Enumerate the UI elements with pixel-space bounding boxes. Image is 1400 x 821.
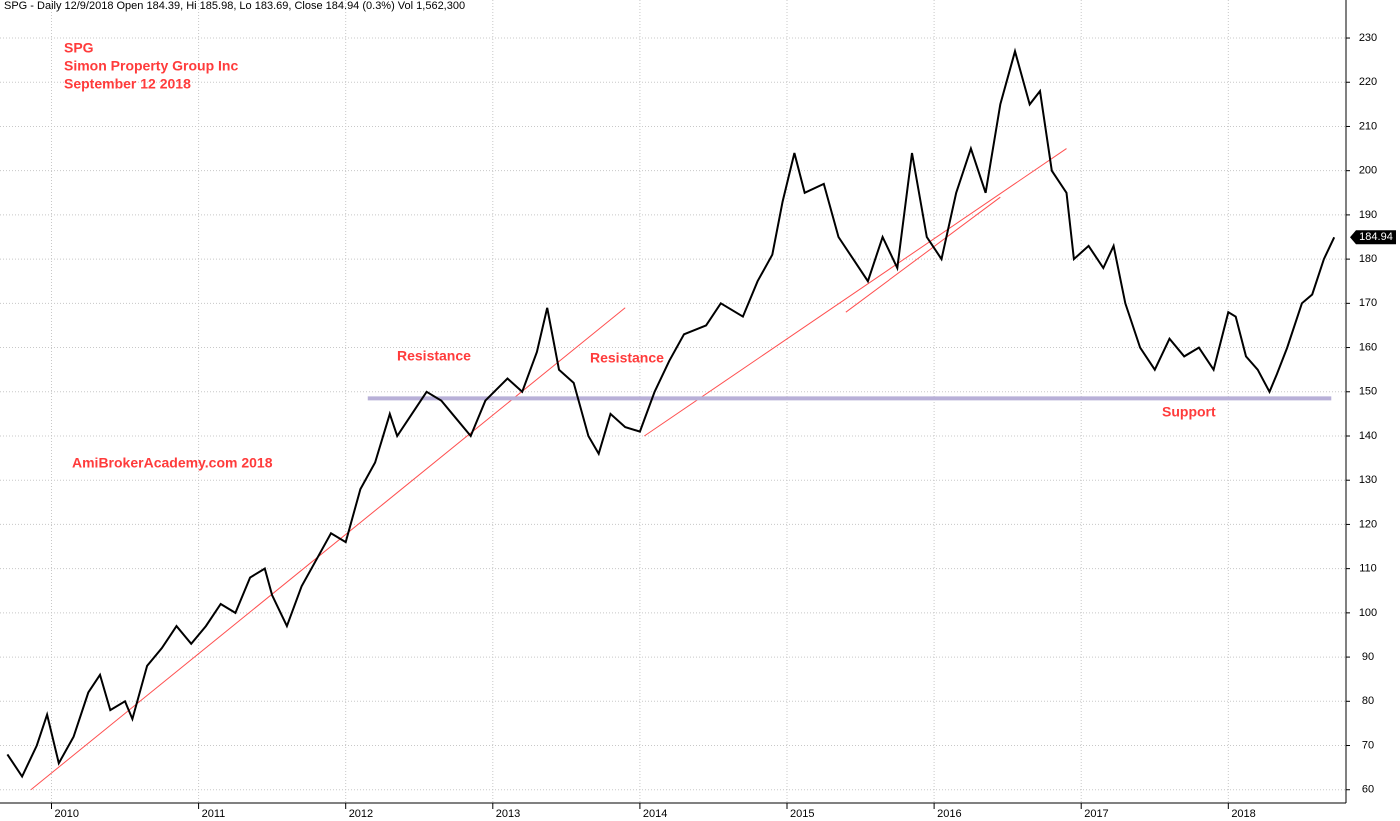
x-tick-label: 2011 xyxy=(202,808,226,820)
y-tick-label: 150 xyxy=(1359,386,1377,398)
trend-line xyxy=(30,307,626,791)
y-tick-label: 100 xyxy=(1359,607,1377,619)
y-tick-label: 110 xyxy=(1359,563,1377,575)
title-line: Simon Property Group Inc xyxy=(64,58,238,74)
annotation: Support xyxy=(1162,404,1216,420)
y-tick-label: 190 xyxy=(1359,209,1377,221)
annotation: Resistance xyxy=(397,348,471,364)
price-line xyxy=(6,47,1336,779)
title-line: September 12 2018 xyxy=(64,76,191,92)
title-line: SPG xyxy=(64,40,94,56)
y-tick-label: 170 xyxy=(1359,297,1377,309)
y-tick-label: 70 xyxy=(1362,739,1374,751)
last-price-label: 184.94 xyxy=(1359,231,1393,243)
y-tick-label: 130 xyxy=(1359,474,1377,486)
x-tick-label: 2012 xyxy=(349,808,373,820)
trend-line xyxy=(845,196,1001,313)
x-tick-label: 2010 xyxy=(54,808,78,820)
y-tick-label: 180 xyxy=(1359,253,1377,265)
y-tick-label: 230 xyxy=(1359,32,1377,44)
x-tick-label: 2017 xyxy=(1084,808,1108,820)
x-tick-label: 2013 xyxy=(496,808,520,820)
y-tick-label: 60 xyxy=(1362,784,1374,796)
annotation: Resistance xyxy=(590,350,664,366)
y-tick-label: 140 xyxy=(1359,430,1377,442)
y-tick-label: 120 xyxy=(1359,518,1377,530)
y-tick-label: 200 xyxy=(1359,165,1377,177)
y-tick-label: 80 xyxy=(1362,695,1374,707)
x-tick-label: 2018 xyxy=(1231,808,1255,820)
x-tick-label: 2015 xyxy=(790,808,814,820)
header: SPG - Daily 12/9/2018 Open 184.39, Hi 18… xyxy=(4,0,465,12)
x-tick-label: 2016 xyxy=(937,808,961,820)
y-tick-label: 210 xyxy=(1359,120,1377,132)
last-price-tag xyxy=(1350,230,1396,245)
x-tick-label: 2014 xyxy=(643,808,667,820)
annotation: AmiBrokerAcademy.com 2018 xyxy=(72,455,273,471)
y-tick-label: 90 xyxy=(1362,651,1374,663)
trend-line xyxy=(644,148,1067,437)
y-tick-label: 220 xyxy=(1359,76,1377,88)
y-tick-label: 160 xyxy=(1359,341,1377,353)
